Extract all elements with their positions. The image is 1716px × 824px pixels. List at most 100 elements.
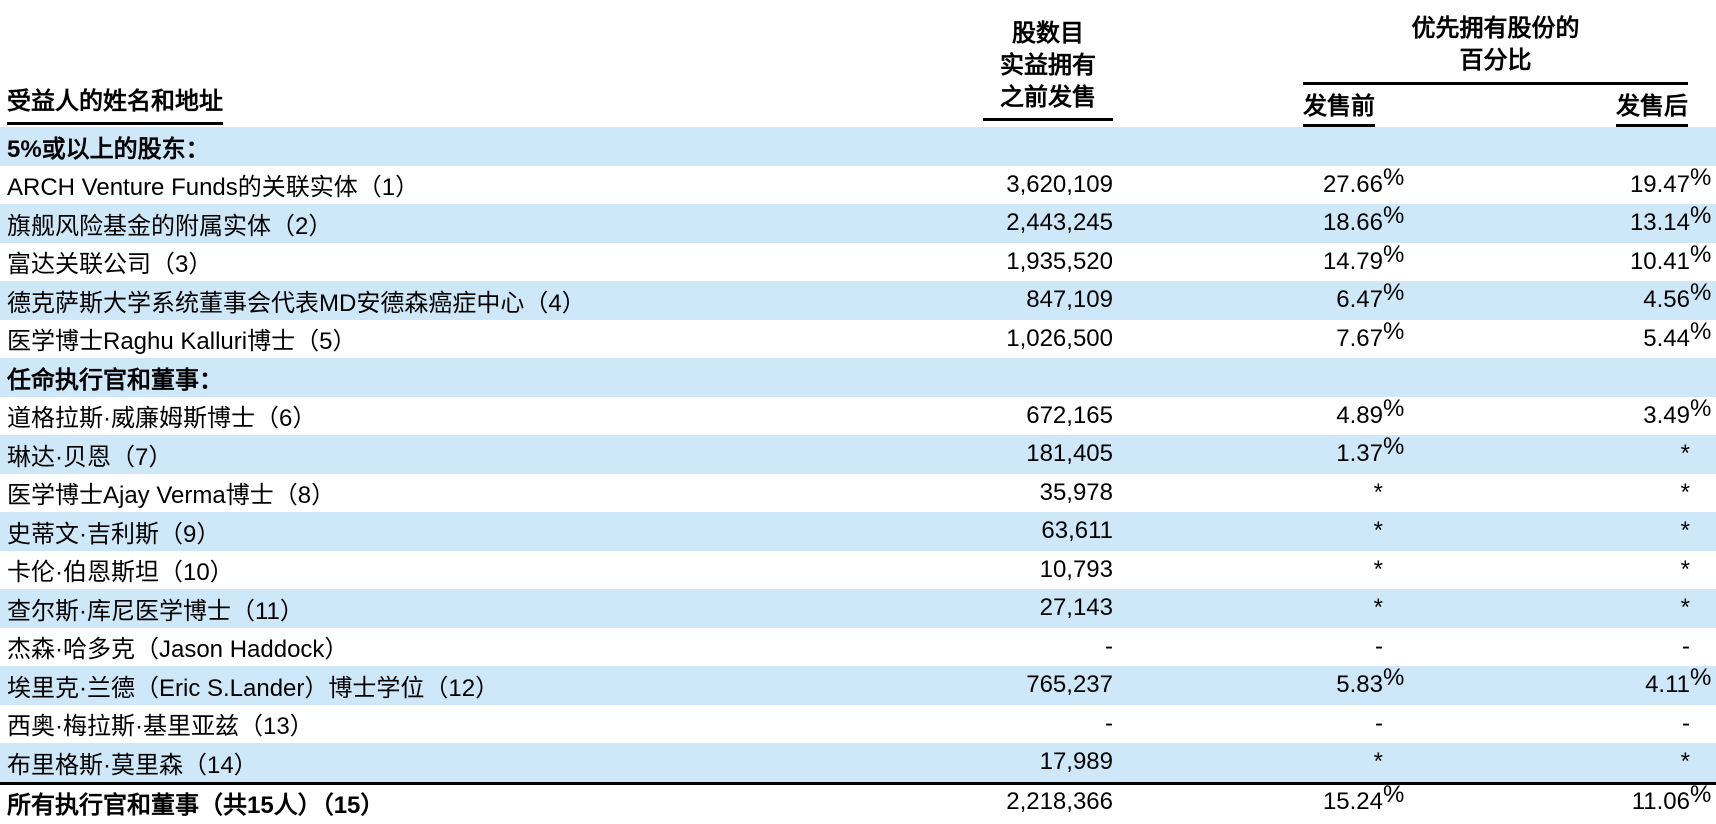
pre-offering-percent-cell: *	[1373, 478, 1383, 506]
shares-owned-cell: 3,620,109	[1006, 170, 1113, 198]
percent-value: 15.24	[1322, 788, 1383, 816]
percent-value: 27.66	[1322, 170, 1383, 198]
post-offering-percent-cell: 4.11%	[1645, 664, 1712, 699]
table-row: 任命执行官和董事：	[0, 358, 1716, 397]
shares-owned-cell: 672,165	[1026, 401, 1113, 429]
shares-column-header: 股数目 实益拥有 之前发售	[983, 18, 1113, 121]
beneficiary-name-cell: 西奥·梅拉斯·基里亚兹（13）	[7, 713, 314, 741]
post-offering-percent-cell: *	[1680, 440, 1690, 468]
post-offering-percent-cell: *	[1680, 517, 1690, 545]
shares-owned-cell: 847,109	[1026, 286, 1113, 314]
pre-offering-percent-cell: 1.37%	[1336, 433, 1405, 468]
beneficiary-name-cell: 卡伦·伯恩斯坦（10）	[7, 559, 234, 587]
pre-offering-percent-cell: *	[1373, 594, 1383, 622]
post-offering-header: 发售后	[1616, 86, 1688, 127]
table-row: 德克萨斯大学系统董事会代表MD安德森癌症中心（4） 847,109 6.47% …	[0, 279, 1716, 320]
table-row: 杰森·哈多克（Jason Haddock） - - -	[0, 628, 1716, 667]
shares-owned-cell: 2,218,366	[1006, 788, 1113, 816]
percent-value: 11.06	[1631, 788, 1690, 816]
beneficiary-name-cell: 医学博士Raghu Kalluri博士（5）	[7, 328, 357, 356]
pre-offering-percent-cell: 14.79%	[1322, 240, 1405, 275]
pre-offering-percent-cell: 4.89%	[1336, 394, 1405, 429]
post-offering-percent-cell: 3.49%	[1643, 394, 1712, 429]
pre-offering-percent-cell: *	[1373, 555, 1383, 583]
table-row: 史蒂文·吉利斯（9） 63,611 * *	[0, 512, 1716, 551]
table-row: 道格拉斯·威廉姆斯博士（6） 672,165 4.89% 3.49%	[0, 394, 1716, 436]
percent-value: 3.49	[1643, 401, 1690, 429]
table-row: 琳达·贝恩（7） 181,405 1.37% *	[0, 433, 1716, 474]
percent-value: 5.44	[1643, 324, 1690, 352]
table-row: 富达关联公司（3） 1,935,520 14.79% 10.41%	[0, 240, 1716, 282]
shares-owned-cell: 1,026,500	[1006, 324, 1113, 352]
table-row: 查尔斯·库尼医学博士（11） 27,143 * *	[0, 589, 1716, 628]
name-column-header: 受益人的姓名和地址	[7, 81, 223, 125]
pre-offering-percent-cell: 15.24%	[1322, 781, 1405, 816]
percent-group-line2: 百分比	[1459, 47, 1532, 74]
pre-offering-percent-cell: 5.83%	[1336, 664, 1405, 699]
beneficiary-name-cell: 道格拉斯·威廉姆斯博士（6）	[7, 405, 317, 433]
shares-owned-cell: 35,978	[1039, 478, 1113, 506]
pre-offering-percent-cell: 18.66%	[1322, 202, 1405, 237]
pre-offering-percent-cell: 27.66%	[1322, 163, 1405, 198]
post-offering-percent-cell: *	[1680, 748, 1690, 776]
shares-header-line2: 实益拥有	[1000, 52, 1096, 79]
post-offering-percent-cell: 5.44%	[1643, 317, 1712, 352]
table-row: ARCH Venture Funds的关联实体（1） 3,620,109 27.…	[0, 163, 1716, 205]
percent-value: 10.41	[1629, 247, 1690, 275]
table-row: 医学博士Ajay Verma博士（8） 35,978 * *	[0, 474, 1716, 513]
percent-value: 5.83	[1336, 671, 1383, 699]
percent-value: 6.47	[1336, 286, 1383, 314]
post-offering-percent-cell: 4.56%	[1643, 279, 1712, 314]
shares-owned-cell: 27,143	[1039, 594, 1113, 622]
beneficiary-name-cell: 富达关联公司（3）	[7, 251, 213, 279]
beneficiary-name-cell: ARCH Venture Funds的关联实体（1）	[7, 174, 420, 202]
post-offering-percent-cell: 13.14%	[1629, 202, 1712, 237]
shares-owned-cell: 10,793	[1039, 555, 1113, 583]
shares-owned-cell: -	[1105, 632, 1113, 660]
post-offering-percent-cell: -	[1682, 632, 1690, 660]
beneficiary-name-cell: 埃里克·兰德（Eric S.Lander）博士学位（12）	[7, 674, 500, 702]
post-offering-percent-cell: 19.47%	[1629, 163, 1712, 198]
pre-offering-percent-cell: 6.47%	[1336, 279, 1405, 314]
shares-owned-cell: 2,443,245	[1006, 209, 1113, 237]
percent-value: 7.67	[1336, 324, 1383, 352]
percent-value: 19.47	[1629, 170, 1690, 198]
beneficiary-name-cell: 史蒂文·吉利斯（9）	[7, 520, 221, 548]
shares-header-line3: 之前发售	[1000, 84, 1096, 111]
table-row: 5%或以上的股东：	[0, 127, 1716, 166]
post-offering-percent-cell: *	[1680, 478, 1690, 506]
table-row: 埃里克·兰德（Eric S.Lander）博士学位（12） 765,237 5.…	[0, 664, 1716, 705]
percent-group-title: 优先拥有股份的 百分比	[1303, 13, 1688, 85]
post-offering-percent-cell: 10.41%	[1629, 240, 1712, 275]
shares-owned-cell: 63,611	[1041, 517, 1113, 545]
beneficiary-name-cell: 德克萨斯大学系统董事会代表MD安德森癌症中心（4）	[7, 289, 586, 317]
beneficiary-name-cell: 布里格斯·莫里森（14）	[7, 751, 258, 779]
beneficiary-name-cell: 杰森·哈多克（Jason Haddock）	[7, 636, 349, 664]
shares-owned-cell: 765,237	[1026, 671, 1113, 699]
pre-offering-percent-cell: *	[1373, 517, 1383, 545]
beneficiary-name-cell: 医学博士Ajay Verma博士（8）	[7, 482, 336, 510]
percent-value: 1.37	[1336, 440, 1383, 468]
percent-value: 18.66	[1322, 209, 1383, 237]
beneficiary-name-cell: 查尔斯·库尼医学博士（11）	[7, 597, 304, 625]
beneficiary-name-cell: 旗舰风险基金的附属实体（2）	[7, 212, 333, 240]
beneficiary-name-cell: 琳达·贝恩（7）	[7, 443, 173, 471]
shares-owned-cell: 17,989	[1039, 748, 1113, 776]
table-row: 所有执行官和董事（共15人）（15） 2,218,366 15.24% 11.0…	[0, 781, 1716, 821]
percent-value: 13.14	[1629, 209, 1690, 237]
pre-offering-percent-cell: *	[1373, 748, 1383, 776]
percent-value: 4.89	[1336, 401, 1383, 429]
percent-value: 4.56	[1643, 286, 1690, 314]
percent-value: 4.11	[1645, 671, 1690, 699]
shares-header-line1: 股数目	[1012, 20, 1084, 47]
percent-group-header: 优先拥有股份的 百分比 发售前 发售后	[1303, 13, 1688, 127]
percent-group-line1: 优先拥有股份的	[1411, 15, 1580, 42]
table-row: 旗舰风险基金的附属实体（2） 2,443,245 18.66% 13.14%	[0, 202, 1716, 243]
table-body: 5%或以上的股东： ARCH Venture Funds的关联实体（1） 3,6…	[0, 127, 1716, 820]
shares-owned-cell: 181,405	[1026, 440, 1113, 468]
percent-value: 14.79	[1322, 247, 1383, 275]
percent-subheaders: 发售前 发售后	[1303, 86, 1688, 127]
post-offering-percent-cell: 11.06%	[1631, 781, 1712, 816]
post-offering-percent-cell: *	[1680, 555, 1690, 583]
table-row: 西奥·梅拉斯·基里亚兹（13） - - -	[0, 705, 1716, 744]
